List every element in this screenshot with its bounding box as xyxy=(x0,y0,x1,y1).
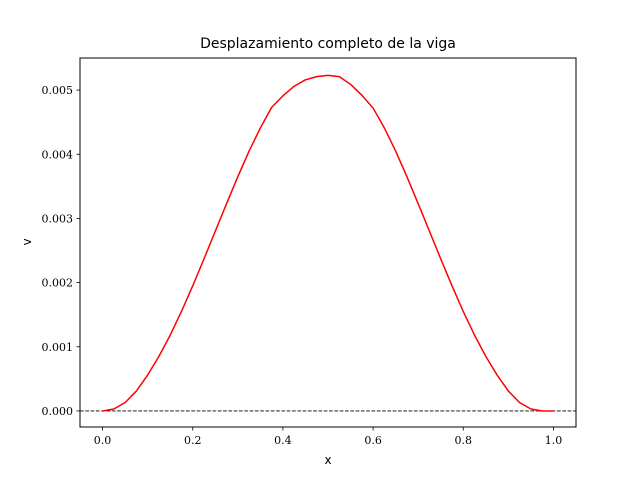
x-tick-label: 0.6 xyxy=(364,434,382,447)
y-axis-label: v xyxy=(20,238,34,245)
x-axis-label: x xyxy=(324,453,331,467)
y-tick-label: 0.002 xyxy=(42,277,74,290)
y-tick-label: 0.004 xyxy=(42,148,74,161)
x-tick-label: 0.0 xyxy=(94,434,112,447)
plot-area xyxy=(80,74,576,412)
plot-frame xyxy=(79,57,577,428)
y-tick-label: 0.000 xyxy=(42,405,74,418)
x-tick-label: 0.2 xyxy=(184,434,202,447)
x-tick-label: 0.4 xyxy=(274,434,292,447)
chart-title: Desplazamiento completo de la viga xyxy=(200,36,456,52)
series-line-0 xyxy=(102,74,554,412)
y-tick-label: 0.001 xyxy=(42,341,74,354)
y-tick-label: 0.005 xyxy=(42,84,74,97)
x-tick-label: 0.8 xyxy=(455,434,473,447)
x-axis: 0.0 0.2 0.4 0.6 0.8 1.0 xyxy=(94,427,562,447)
x-tick-label: 1.0 xyxy=(545,434,563,447)
y-axis: 0.000 0.001 0.002 0.003 0.004 0.005 xyxy=(42,84,80,418)
y-tick-label: 0.003 xyxy=(42,212,74,225)
